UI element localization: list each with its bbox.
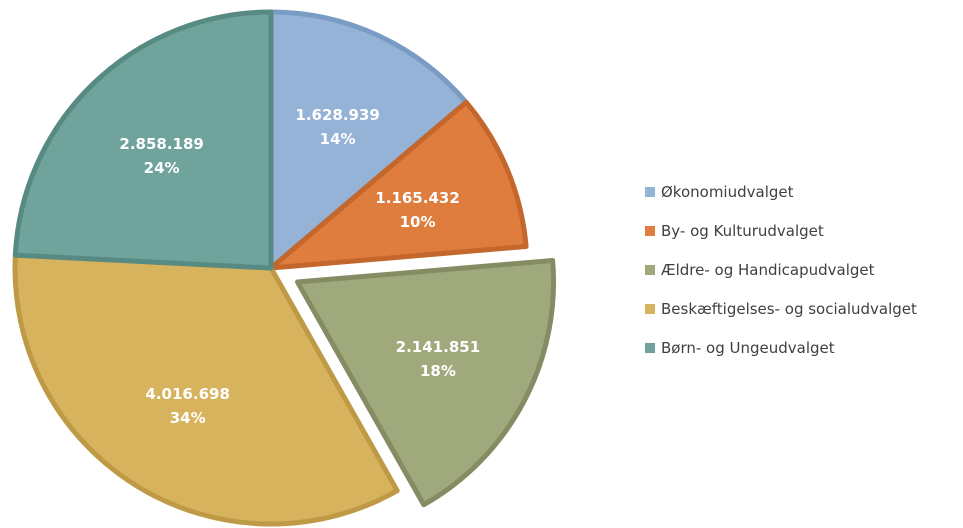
slice-percent-label: 24% [144, 159, 180, 177]
legend-swatch [645, 187, 655, 197]
slice-value-label: 1.628.939 [295, 106, 379, 124]
pie-slice-aeldre-og-handicapudvalget [295, 257, 556, 508]
slice-percent-label: 10% [400, 213, 436, 231]
pie-slices [12, 9, 556, 527]
legend: Økonomiudvalget By- og Kulturudvalget Ældr… [645, 183, 917, 357]
legend-label: Børn- og Ungeudvalget [661, 339, 835, 357]
slice-value-label: 1.165.432 [375, 189, 459, 207]
pie-slice-boern-og-ungeudvalget [12, 9, 274, 271]
legend-item-oekonomiudvalget: Økonomiudvalget [645, 183, 794, 201]
legend-swatch [645, 343, 655, 353]
legend-item-by-og-kulturudvalget: By- og Kulturudvalget [645, 222, 824, 240]
slice-percent-label: 14% [320, 130, 356, 148]
legend-label: Beskæftigelses- og socialudvalget [661, 300, 917, 318]
slice-value-label: 4.016.698 [145, 385, 229, 403]
pie-slice-oekonomiudvalget [268, 9, 469, 271]
slice-percent-label: 34% [170, 409, 206, 427]
pie-slice-by-og-kulturudvalget [268, 99, 529, 271]
slice-value-label: 2.141.851 [396, 338, 480, 356]
legend-swatch [645, 304, 655, 314]
legend-swatch [645, 226, 655, 236]
legend-label: By- og Kulturudvalget [661, 222, 824, 240]
legend-item-aeldre-og-handicapudvalget: Ældre- og Handicapudvalget [645, 261, 875, 279]
legend-item-beskaeftigelses-og-socialudvalget: Beskæftigelses- og socialudvalget [645, 300, 917, 318]
slice-labels: 1.628.939 14% 1.165.432 10% 2.141.851 18% 4.01… [119, 106, 480, 427]
legend-item-boern-og-ungeudvalget: Børn- og Ungeudvalget [645, 339, 835, 357]
slice-value-label: 2.858.189 [119, 135, 203, 153]
slice-percent-label: 18% [420, 362, 456, 380]
legend-label: Økonomiudvalget [661, 183, 794, 201]
legend-label: Ældre- og Handicapudvalget [661, 261, 875, 279]
legend-swatch [645, 265, 655, 275]
pie-slice-beskaeftigelses-og-socialudvalget [12, 252, 400, 527]
